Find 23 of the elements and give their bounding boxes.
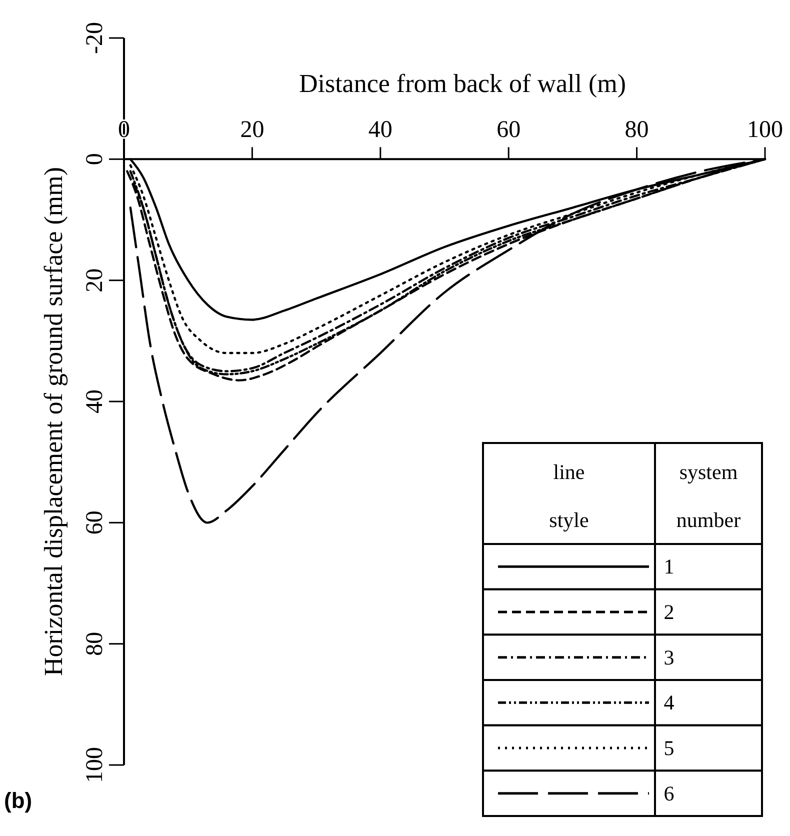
x-tick-label: 20 bbox=[240, 117, 264, 144]
annotation: system number bbox=[676, 460, 741, 532]
y-tick-label: 80 bbox=[82, 632, 108, 656]
text: 4 bbox=[664, 690, 675, 715]
y-tick-label: 60 bbox=[82, 510, 108, 535]
text: 3 bbox=[664, 645, 674, 670]
y-tick-label: 100 bbox=[82, 747, 108, 783]
y-tick-label: -20 bbox=[82, 22, 108, 54]
x-tick-label: 60 bbox=[496, 117, 521, 144]
x-tick-label: 40 bbox=[368, 117, 392, 144]
x-tick-label: 100 bbox=[747, 117, 783, 144]
text: 2 bbox=[664, 600, 674, 624]
y-tick-label: 40 bbox=[82, 390, 108, 414]
x-axis-title: Distance from back of wall (m) bbox=[298, 69, 626, 98]
text: 6 bbox=[664, 781, 674, 806]
y-axis-title: Horizontal displacement of ground surface (mm) bbox=[39, 167, 68, 676]
y-tick-label: 0 bbox=[82, 153, 108, 166]
text: (b) bbox=[4, 788, 32, 813]
y-tick-label: 20 bbox=[82, 268, 108, 292]
text: 1 bbox=[664, 554, 674, 579]
legend-title: line style bbox=[549, 460, 589, 532]
x-tick-label: 80 bbox=[624, 117, 649, 144]
text: 5 bbox=[664, 736, 674, 760]
